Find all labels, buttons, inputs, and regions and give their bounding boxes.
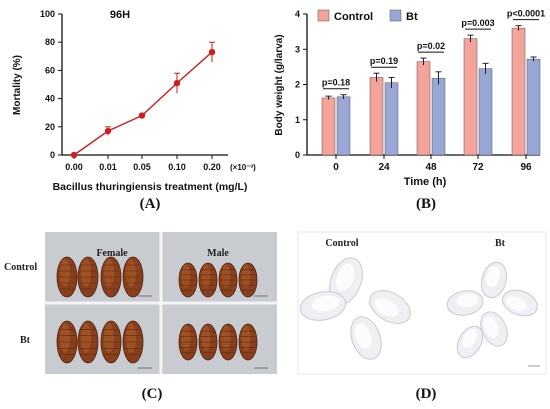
y-tick-label-a: 20 xyxy=(45,122,55,132)
bar-bt xyxy=(526,58,541,156)
x-tick-label-a: 0.10 xyxy=(168,162,186,172)
pupa-highlight xyxy=(241,325,251,351)
pupa-highlight xyxy=(181,325,191,351)
cocoon-highlight xyxy=(506,296,527,312)
caption-d: (D) xyxy=(416,386,437,402)
cocoon-highlight xyxy=(483,316,499,338)
x-tick-label-a: 0.01 xyxy=(99,162,117,172)
label-d-control: Control xyxy=(325,238,358,249)
photo-pupae: Female Male Control Bt xyxy=(4,232,277,374)
y-tick-label-a: 60 xyxy=(45,65,55,75)
x-tick-label-b: 0 xyxy=(333,162,339,173)
p-value-label: p=0.19 xyxy=(370,56,398,66)
bar-control xyxy=(463,38,478,156)
label-female: Female xyxy=(96,248,128,259)
label-row-control: Control xyxy=(4,262,37,273)
pupa-highlight xyxy=(81,259,91,287)
cocoon-highlight xyxy=(374,297,399,317)
bar-control xyxy=(511,27,526,156)
cocoon-highlight xyxy=(462,329,478,348)
bar-control xyxy=(416,61,431,156)
pupa-highlight xyxy=(126,323,136,353)
cocoon-highlight xyxy=(485,266,500,288)
pupa-highlight xyxy=(60,259,70,287)
y-tick-label-b: 3 xyxy=(295,44,300,54)
y-axis-label-b: Body weight (g/larva) xyxy=(274,34,285,135)
caption-a: (A) xyxy=(140,196,161,212)
bar-bt xyxy=(384,82,399,156)
x-axis-label-b: Time (h) xyxy=(404,176,447,188)
x-tick-label-a: 0.20 xyxy=(203,162,221,172)
bar-bt xyxy=(431,77,446,156)
pupa-highlight xyxy=(104,323,114,353)
p-value-label: p=0.18 xyxy=(322,78,350,88)
pupa-highlight xyxy=(221,325,231,351)
y-axis-label-a: Mortality (%) xyxy=(12,55,23,115)
label-row-bt: Bt xyxy=(20,335,31,346)
y-tick-label-a: 0 xyxy=(50,150,55,160)
y-tick-label-b: 2 xyxy=(295,80,300,90)
data-point-a xyxy=(104,127,112,135)
y-tick-label-a: 80 xyxy=(45,37,55,47)
pupa-highlight xyxy=(181,264,191,288)
y-tick-label-b: 4 xyxy=(295,9,300,19)
y-tick-label-a: 100 xyxy=(40,9,55,19)
chart-a-title: 96H xyxy=(110,9,130,21)
legend-swatch-bt xyxy=(389,9,402,22)
legend-label-bt: Bt xyxy=(406,11,418,23)
photo-cocoons: Control Bt xyxy=(297,231,547,375)
pupa-highlight xyxy=(241,264,251,288)
cocoon-highlight xyxy=(456,293,479,308)
cocoon-highlight xyxy=(354,323,372,349)
pupa-highlight xyxy=(81,323,91,353)
y-tick-label-b: 1 xyxy=(295,115,300,125)
pupa-highlight xyxy=(60,323,70,353)
label-d-bt: Bt xyxy=(495,238,506,249)
series-line-mortality xyxy=(73,51,213,156)
pupa-highlight xyxy=(104,259,114,287)
data-point-a xyxy=(138,112,146,119)
legend-swatch-control xyxy=(317,9,330,22)
y-tick-label-a: 40 xyxy=(45,94,55,104)
x-tick-label-b: 24 xyxy=(378,162,390,173)
bar-control xyxy=(369,77,384,156)
bar-control xyxy=(321,97,336,156)
y-tick-label-b: 0 xyxy=(295,150,300,160)
caption-b: (B) xyxy=(416,196,436,212)
x-tick-label-b: 48 xyxy=(425,162,437,173)
pupa-highlight xyxy=(201,325,211,351)
bar-bt xyxy=(336,96,351,156)
chart-body-weight: 0 1 2 3 4 0 p=0.18 24 p=0.19 48 p=0.02 72 p=0.003 96… xyxy=(274,9,545,188)
chart-mortality: 0 20 40 60 80 100 0.00 0.01 0.05 0.10 0.20 96H Mo… xyxy=(12,9,256,193)
p-value-label: p=0.02 xyxy=(417,41,445,51)
caption-c: (C) xyxy=(142,386,163,402)
x-tick-label-a: 0.05 xyxy=(133,162,151,172)
x-multiplier-a: (×10⁻³) xyxy=(230,163,256,172)
legend-label-control: Control xyxy=(334,11,373,23)
data-point-a xyxy=(208,48,216,56)
cocoon-highlight xyxy=(335,263,355,292)
x-tick-label-b: 96 xyxy=(520,162,532,173)
cocoon-highlight xyxy=(311,295,340,312)
bar-bt xyxy=(478,68,493,156)
pupa-highlight xyxy=(201,264,211,288)
p-value-label: p<0.0001 xyxy=(507,9,545,19)
pupa-highlight xyxy=(221,264,231,288)
data-point-a xyxy=(70,151,78,159)
pupa-highlight xyxy=(126,259,136,287)
p-value-label: p=0.003 xyxy=(461,18,494,28)
x-axis-label-a: Bacillus thuringiensis treatment (mg/L) xyxy=(53,181,248,193)
x-tick-label-b: 72 xyxy=(472,162,484,173)
x-tick-label-a: 0.00 xyxy=(65,162,83,172)
label-male: Male xyxy=(207,248,229,259)
data-point-a xyxy=(173,79,181,87)
